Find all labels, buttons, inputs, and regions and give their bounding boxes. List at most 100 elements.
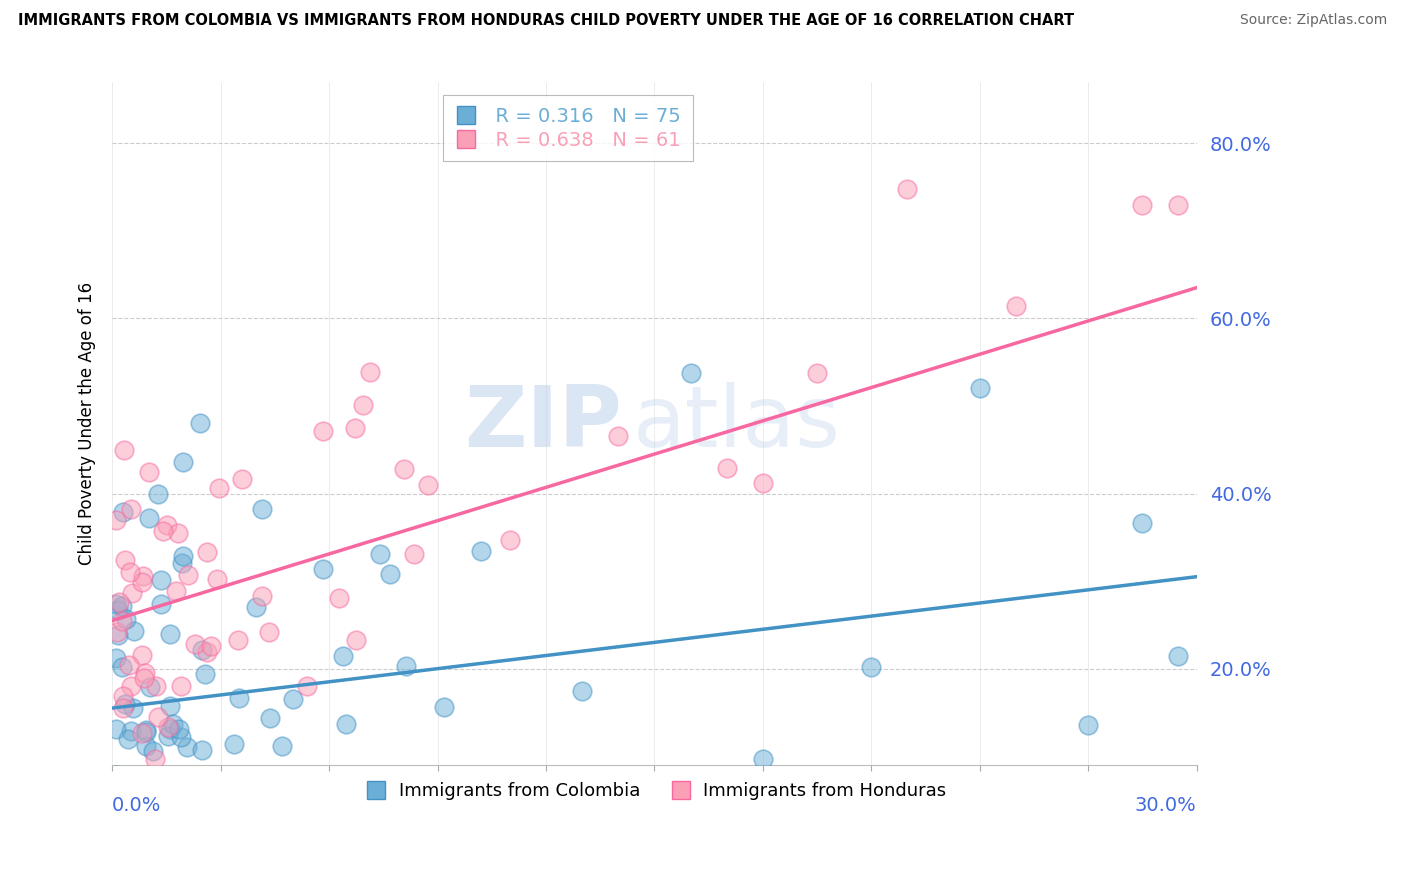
Point: [111, 599, 134, 613]
Point: [117, 770, 139, 784]
Point: [224, 737, 246, 751]
Point: [170, 556, 193, 570]
Point: [416, 477, 439, 491]
Point: [191, 642, 214, 657]
Point: [142, 744, 165, 758]
Point: [104, 650, 127, 665]
Point: [392, 462, 415, 476]
Point: [159, 722, 181, 736]
Point: [121, 700, 143, 714]
Point: [142, 793, 165, 807]
Point: [716, 461, 738, 475]
Point: [506, 793, 529, 807]
Point: [104, 768, 127, 782]
Point: [277, 793, 299, 807]
Point: [208, 481, 231, 495]
Point: [131, 648, 153, 662]
Point: [188, 416, 211, 430]
Point: [180, 768, 202, 782]
Point: [121, 586, 143, 600]
Point: [328, 591, 350, 605]
Point: [1077, 718, 1099, 732]
Point: [169, 679, 191, 693]
Point: [205, 572, 228, 586]
Point: [105, 787, 128, 801]
Point: [969, 381, 991, 395]
Point: [312, 561, 335, 575]
Point: [332, 649, 354, 664]
Point: [112, 443, 135, 458]
Point: [752, 752, 775, 766]
Point: [118, 565, 141, 579]
Point: [112, 689, 135, 703]
Point: [112, 701, 135, 715]
Point: [143, 752, 166, 766]
Point: [120, 679, 142, 693]
Point: [200, 640, 222, 654]
Point: [167, 723, 190, 737]
Text: atlas: atlas: [633, 382, 841, 465]
Point: [228, 633, 250, 648]
Point: [860, 659, 883, 673]
Point: [156, 721, 179, 735]
Point: [231, 472, 253, 486]
Point: [295, 679, 318, 693]
Point: [165, 584, 187, 599]
Point: [138, 511, 160, 525]
Point: [896, 182, 918, 196]
Point: [138, 466, 160, 480]
Point: [245, 599, 267, 614]
Text: IMMIGRANTS FROM COLOMBIA VS IMMIGRANTS FROM HONDURAS CHILD POVERTY UNDER THE AGE: IMMIGRANTS FROM COLOMBIA VS IMMIGRANTS F…: [18, 13, 1074, 29]
Point: [114, 697, 136, 711]
Point: [131, 726, 153, 740]
Point: [752, 475, 775, 490]
Point: [111, 659, 134, 673]
Point: [679, 366, 702, 380]
Point: [335, 717, 357, 731]
Point: [146, 710, 169, 724]
Point: [117, 658, 139, 673]
Point: [152, 524, 174, 538]
Point: [104, 513, 127, 527]
Point: [159, 627, 181, 641]
Point: [104, 722, 127, 736]
Legend: Immigrants from Colombia, Immigrants from Honduras: Immigrants from Colombia, Immigrants fro…: [356, 775, 953, 807]
Point: [156, 729, 179, 743]
Point: [499, 533, 522, 548]
Point: [131, 569, 153, 583]
Point: [155, 517, 177, 532]
Point: [195, 645, 218, 659]
Point: [111, 614, 134, 628]
Point: [607, 429, 630, 443]
Point: [404, 547, 426, 561]
Point: [394, 658, 416, 673]
Point: [145, 679, 167, 693]
Y-axis label: Child Poverty Under the Age of 16: Child Poverty Under the Age of 16: [79, 282, 96, 565]
Point: [359, 365, 381, 379]
Point: [172, 549, 194, 564]
Point: [150, 597, 173, 611]
Point: [571, 684, 593, 698]
Point: [150, 573, 173, 587]
Point: [152, 793, 174, 807]
Text: Source: ZipAtlas.com: Source: ZipAtlas.com: [1240, 13, 1388, 28]
Point: [197, 545, 219, 559]
Point: [259, 711, 281, 725]
Point: [139, 680, 162, 694]
Point: [186, 793, 208, 807]
Point: [167, 525, 190, 540]
Point: [191, 743, 214, 757]
Point: [176, 793, 198, 807]
Point: [121, 724, 143, 739]
Point: [135, 739, 157, 754]
Point: [343, 421, 366, 435]
Point: [162, 717, 184, 731]
Point: [352, 398, 374, 412]
Point: [114, 552, 136, 566]
Point: [176, 739, 198, 754]
Point: [806, 366, 828, 380]
Point: [194, 667, 217, 681]
Point: [270, 739, 292, 753]
Point: [135, 724, 157, 739]
Point: [485, 770, 508, 784]
